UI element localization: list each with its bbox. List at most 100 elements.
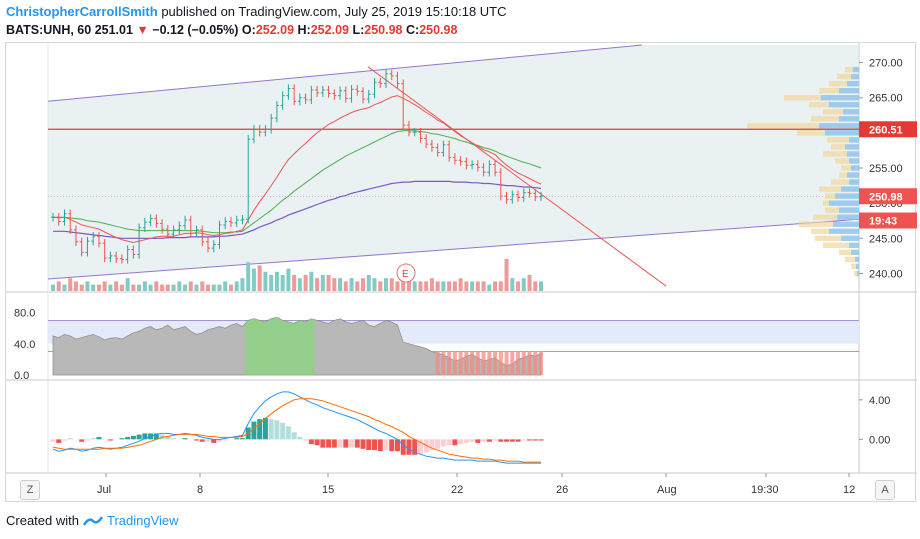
horizontal-level-label-bg bbox=[859, 121, 917, 138]
stoch-highlight-green bbox=[262, 321, 269, 375]
macd-histogram-bar bbox=[67, 438, 73, 440]
volume-profile-bar bbox=[857, 270, 859, 277]
last-close-label-bg bbox=[859, 188, 917, 205]
volume-bar bbox=[211, 284, 216, 291]
price-axis-label: 245.00 bbox=[869, 233, 903, 245]
chart-canvas[interactable]: E270.00265.00260.00255.00250.00245.00240… bbox=[6, 43, 917, 503]
volume-bar bbox=[441, 281, 446, 291]
stoch-highlight-green bbox=[302, 321, 309, 375]
volume-bar bbox=[418, 281, 423, 291]
volume-profile-bar bbox=[843, 109, 859, 115]
macd-histogram-bar bbox=[463, 439, 469, 443]
volume-profile-bar bbox=[837, 214, 859, 220]
volume-bar bbox=[114, 281, 119, 291]
stoch-highlight-green bbox=[268, 318, 275, 375]
volume-bar bbox=[395, 281, 400, 291]
symbol-label[interactable]: BATS:UNH, 60 bbox=[6, 23, 92, 37]
close-label: C: bbox=[405, 23, 420, 37]
volume-profile-bar bbox=[847, 151, 859, 157]
volume-profile-bar bbox=[841, 165, 851, 171]
volume-bar bbox=[274, 271, 279, 291]
macd-histogram-bar bbox=[452, 439, 458, 446]
descending-trendline bbox=[367, 66, 667, 287]
volume-profile-bar bbox=[825, 130, 859, 136]
volume-bar bbox=[366, 275, 371, 291]
zoom-button[interactable]: Z bbox=[20, 480, 40, 500]
bar-countdown-label: 19:43 bbox=[869, 215, 897, 227]
volume-profile-bar bbox=[841, 235, 859, 241]
volume-profile-bar bbox=[851, 165, 859, 171]
footer: Created with TradingView bbox=[6, 513, 179, 528]
author-name[interactable]: ChristopherCarrollSmith bbox=[6, 4, 158, 19]
volume-bar bbox=[406, 278, 411, 291]
macd-histogram-bar bbox=[79, 439, 85, 442]
volume-profile-bar bbox=[847, 80, 859, 87]
macd-histogram-bar bbox=[274, 420, 280, 440]
volume-bar bbox=[85, 281, 90, 291]
volume-bar bbox=[257, 265, 262, 291]
stoch-highlight-red bbox=[487, 351, 492, 375]
auto-scale-button[interactable]: A bbox=[875, 480, 895, 500]
macd-histogram-bar bbox=[107, 439, 113, 441]
volume-bar bbox=[171, 284, 176, 291]
volume-bar bbox=[246, 262, 251, 291]
volume-profile-bar bbox=[831, 144, 845, 150]
horizontal-level-label: 260.51 bbox=[869, 124, 903, 136]
chart-frame[interactable]: E270.00265.00260.00255.00250.00245.00240… bbox=[5, 42, 917, 503]
volume-bar bbox=[401, 275, 406, 291]
volume-profile-bar bbox=[833, 221, 859, 227]
macd-histogram-bar bbox=[440, 439, 446, 447]
ema-fast-line bbox=[52, 95, 542, 244]
volume-profile-bar bbox=[839, 172, 847, 178]
macd-histogram-bar bbox=[394, 439, 400, 452]
macd-histogram-bar bbox=[171, 438, 177, 440]
volume-bar bbox=[62, 284, 67, 291]
earnings-marker-label: E bbox=[402, 269, 409, 280]
volume-bar bbox=[326, 275, 331, 291]
macd-histogram-bar bbox=[383, 439, 389, 451]
price-axis-label: 240.00 bbox=[869, 268, 903, 280]
volume-bar bbox=[148, 284, 153, 291]
volume-profile-bar bbox=[849, 137, 859, 143]
macd-histogram-bar bbox=[251, 421, 257, 440]
volume-profile-bar bbox=[823, 200, 829, 206]
macd-histogram-bar bbox=[130, 435, 136, 440]
volume-bar bbox=[223, 281, 228, 291]
stoch-highlight-red bbox=[458, 351, 463, 375]
volume-bar bbox=[521, 278, 526, 291]
volume-bar bbox=[389, 278, 394, 291]
volume-profile-bar bbox=[784, 95, 821, 101]
volume-bar bbox=[475, 281, 480, 291]
volume-bar bbox=[539, 281, 543, 291]
volume-bar bbox=[361, 278, 366, 291]
volume-profile-bar bbox=[851, 263, 856, 270]
volume-bar bbox=[355, 281, 360, 291]
stoch-highlight-green bbox=[256, 320, 263, 375]
volume-bar bbox=[303, 275, 308, 291]
volume-bar bbox=[137, 284, 142, 291]
macd-histogram-bar bbox=[481, 439, 487, 442]
macd-histogram-bar bbox=[458, 439, 464, 445]
macd-histogram-bar bbox=[372, 439, 378, 451]
volume-bar bbox=[338, 278, 343, 291]
volume-bar bbox=[102, 281, 107, 291]
macd-histogram-bar bbox=[142, 433, 148, 440]
volume-bar bbox=[487, 284, 492, 291]
macd-line bbox=[52, 391, 541, 464]
open-value: 252.09 bbox=[255, 23, 295, 37]
volume-bar bbox=[142, 281, 147, 291]
macd-histogram-bar bbox=[412, 439, 418, 455]
quote-line: BATS:UNH, 60 251.01 ▼ −0.12 (−0.05%) O:2… bbox=[6, 22, 457, 38]
macd-histogram-bar bbox=[314, 439, 320, 446]
tradingview-link[interactable]: TradingView bbox=[106, 513, 179, 528]
macd-histogram-bar bbox=[182, 438, 188, 440]
volume-profile-bar bbox=[747, 123, 819, 129]
volume-profile-bar bbox=[845, 144, 859, 150]
stoch-highlight-red bbox=[452, 351, 457, 375]
volume-bar bbox=[458, 278, 463, 291]
channel-lower-line bbox=[47, 218, 860, 280]
volume-bar bbox=[125, 278, 130, 291]
volume-bar bbox=[154, 281, 159, 291]
volume-bar bbox=[383, 278, 388, 291]
stoch-highlight-red bbox=[498, 351, 503, 375]
